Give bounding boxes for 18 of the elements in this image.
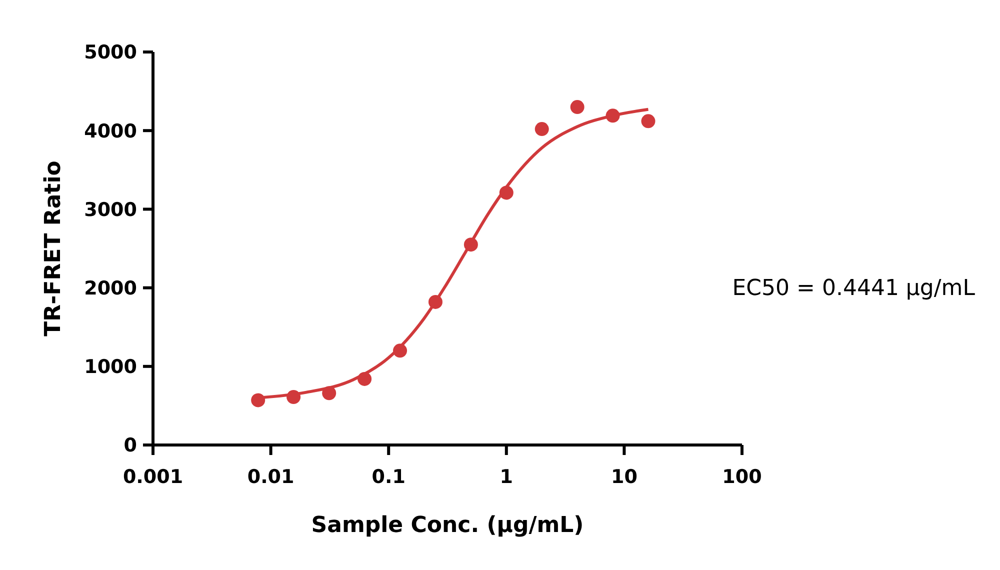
x-tick-label: 0.1: [372, 466, 406, 488]
y-tick-label: 2000: [84, 277, 137, 300]
x-tick-label: 0.001: [122, 466, 184, 488]
x-tick-label: 0.01: [247, 466, 294, 488]
point: [641, 114, 656, 128]
x-axis-title: Sample Conc. (µg/mL): [311, 513, 584, 538]
y-tick-label: 3000: [84, 198, 137, 221]
point: [534, 122, 549, 136]
y-tick-label: 5000: [84, 42, 137, 64]
point: [570, 100, 584, 114]
x-tick-label: 10: [610, 466, 638, 488]
annotation: EC50 = 0.4441 µg/mL: [732, 276, 976, 301]
y-axis-title: TR-FRET Ratio: [41, 160, 66, 336]
y-tick-label: 4000: [84, 120, 137, 142]
x-tick-label: 1: [500, 466, 514, 488]
y-tick-label: 0: [124, 434, 137, 457]
y-tick-label: 1000: [84, 356, 137, 378]
x-tick-label: 100: [722, 466, 762, 488]
